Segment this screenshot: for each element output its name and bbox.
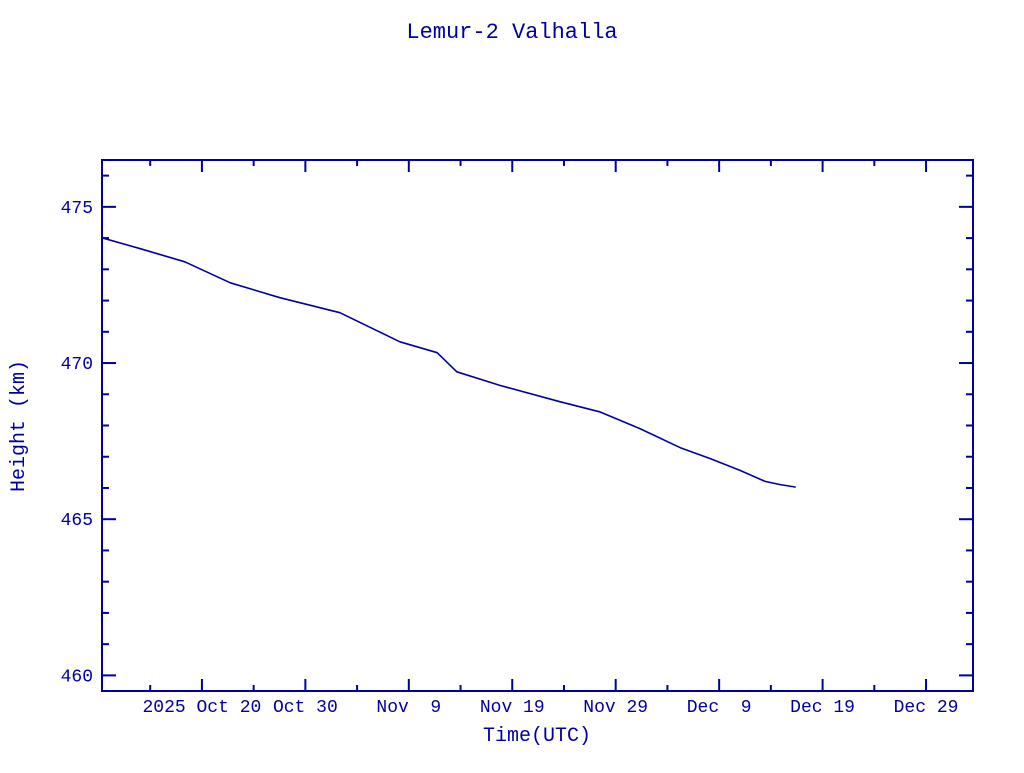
y-tick-label: 470 [61,355,93,375]
x-tick-label: Oct 30 [273,698,338,718]
chart-title: Lemur-2 Valhalla [406,20,617,45]
x-tick-label: Nov 29 [583,698,648,718]
y-tick-label: 460 [61,667,93,687]
x-tick-label: Nov 9 [376,698,441,718]
plot-frame [101,159,974,692]
x-tick-label: 2025 Oct 20 [143,698,262,718]
height-series-line [101,237,796,488]
x-tick-label: Dec 29 [894,698,959,718]
x-axis-label: Time(UTC) [483,725,591,748]
x-tick-label: Nov 19 [480,698,545,718]
x-tick-label: Dec 9 [687,698,752,718]
y-tick-label: 475 [61,199,93,219]
chart-generated-layer: 2025 Oct 20 Oct 30 Nov 9 Nov 19 Nov 29 Dec 9 D… [61,159,974,718]
y-axis-label: Height (km) [8,360,31,492]
x-tick-label: Dec 19 [790,698,855,718]
y-tick-label: 465 [61,511,93,531]
